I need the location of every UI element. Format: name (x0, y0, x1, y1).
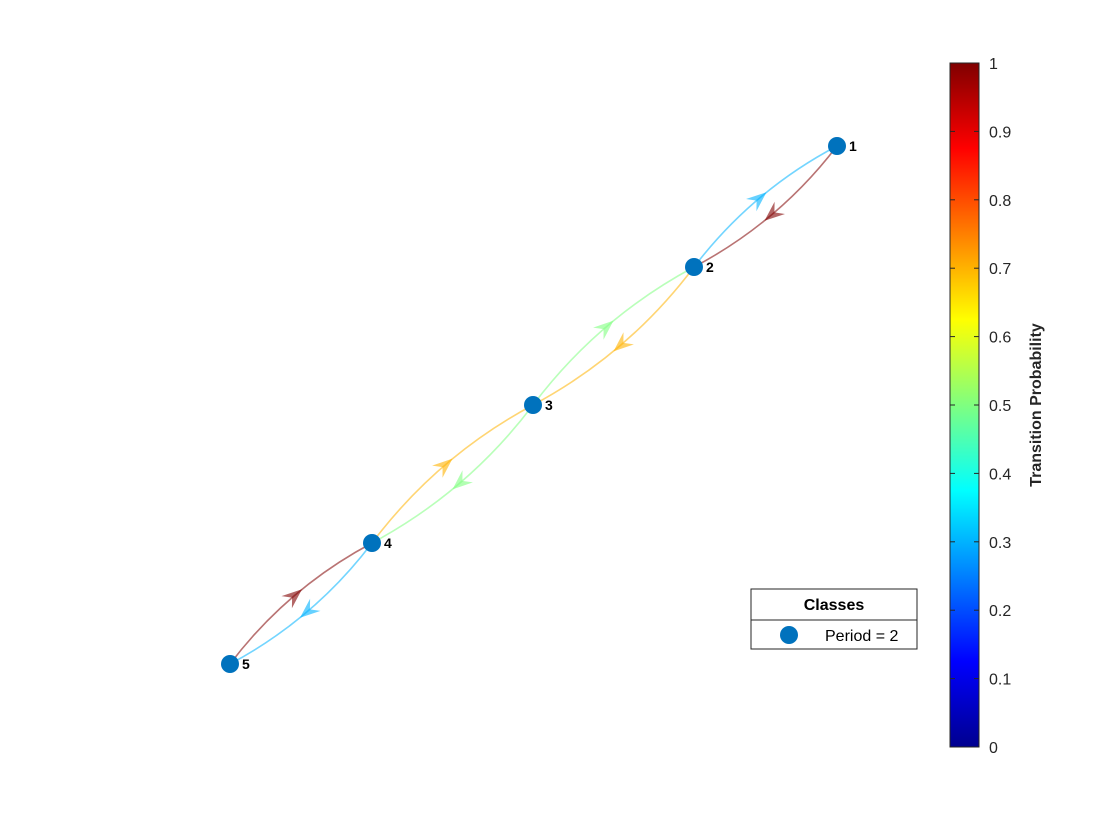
state-node-5[interactable] (221, 655, 239, 673)
legend-box (750, 588, 918, 650)
colorbar-tick-label-10: 1 (989, 56, 998, 73)
colorbar: 0 0.1 0.2 0.3 0.4 0.5 0.6 0.7 0.8 0.9 1 Transition… (949, 56, 1045, 757)
state-label-3: 3 (545, 397, 553, 413)
transition-edges (229, 145, 838, 665)
colorbar-tick-label-0: 0 (989, 740, 998, 757)
edge-3-to-4 (371, 404, 534, 544)
edge-1-to-2 (693, 145, 838, 268)
state-node-2[interactable] (685, 258, 703, 276)
edge-arrow-3-to-4 (452, 470, 473, 490)
state-label-5: 5 (242, 656, 250, 672)
state-label-2: 2 (706, 259, 714, 275)
edge-4-to-3 (371, 404, 534, 544)
state-label-1: 1 (849, 138, 857, 154)
colorbar-tick-label-9: 0.9 (989, 124, 1011, 141)
legend-entry-label: Period = 2 (825, 628, 898, 645)
edge-2-to-3 (532, 266, 695, 406)
state-node-4[interactable] (363, 534, 381, 552)
edge-2-to-1 (693, 145, 838, 268)
colorbar-tick-label-3: 0.3 (989, 535, 1011, 552)
state-node-1[interactable] (828, 137, 846, 155)
edge-arrow-2-to-1 (746, 192, 767, 212)
legend: Classes Period = 2 (750, 588, 918, 650)
legend-marker (780, 626, 798, 644)
edge-4-to-5 (229, 542, 373, 665)
state-nodes: 1 2 3 4 5 (221, 137, 857, 673)
colorbar-ticks: 0 0.1 0.2 0.3 0.4 0.5 0.6 0.7 0.8 0.9 1 (950, 56, 1011, 757)
colorbar-tick-label-4: 0.4 (989, 466, 1011, 483)
state-node-3[interactable] (524, 396, 542, 414)
edge-arrow-1-to-2 (764, 201, 785, 221)
colorbar-tick-label-7: 0.7 (989, 261, 1011, 278)
edge-5-to-4 (229, 542, 373, 665)
edge-arrow-2-to-3 (613, 332, 634, 352)
edge-arrow-5-to-4 (281, 589, 302, 609)
colorbar-tick-label-5: 0.5 (989, 398, 1011, 415)
legend-title: Classes (804, 597, 865, 614)
state-label-4: 4 (384, 535, 392, 551)
colorbar-tick-label-6: 0.6 (989, 330, 1011, 347)
edge-3-to-2 (532, 266, 695, 406)
colorbar-label: Transition Probability (1028, 323, 1045, 487)
colorbar-tick-label-1: 0.1 (989, 672, 1011, 689)
edge-arrow-4-to-5 (300, 598, 321, 618)
colorbar-tick-label-2: 0.2 (989, 603, 1011, 620)
edge-arrow-4-to-3 (432, 458, 453, 478)
colorbar-tick-label-8: 0.8 (989, 193, 1011, 210)
edge-arrow-3-to-2 (593, 320, 614, 340)
